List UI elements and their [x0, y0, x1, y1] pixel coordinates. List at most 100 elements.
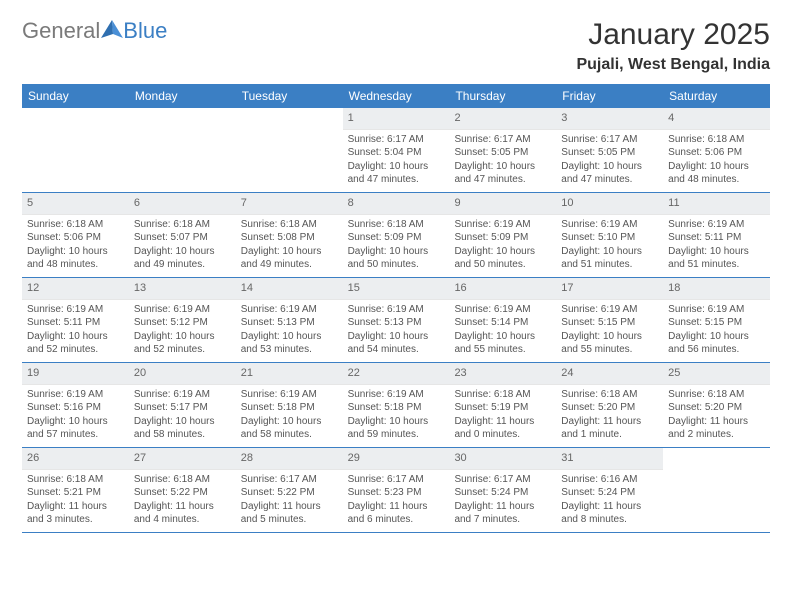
week-row: 19 Sunrise: 6:19 AM Sunset: 5:16 PMDayligh…: [22, 363, 770, 448]
day-cell: 27Sunrise: 6:18 AMSunset: 5:22 PMDayligh…: [129, 448, 236, 532]
day-body: Sunrise: 6:18 AMSunset: 5:19 PMDaylight:…: [449, 385, 556, 446]
logo-blue-wrap: Blue: [123, 18, 167, 44]
day-cell: 20Sunrise: 6:19 AMSunset: 5:17 PMDayligh…: [129, 363, 236, 447]
day-number: 12: [22, 278, 129, 300]
day-header: Friday: [556, 84, 663, 108]
day-cell: 15Sunrise: 6:19 AMSunset: 5:13 PMDayligh…: [343, 278, 450, 362]
sunrise-text: Sunrise: 6:19 AM: [561, 303, 658, 317]
day-cell: 26Sunrise: 6:18 AMSunset: 5:21 PMDayligh…: [22, 448, 129, 532]
sunrise-text: Sunrise: 6:17 AM: [348, 133, 445, 147]
day-number: 5: [22, 193, 129, 215]
day-cell: 30Sunrise: 6:17 AMSunset: 5:24 PMDayligh…: [449, 448, 556, 532]
day-cell: 2Sunrise: 6:17 AMSunset: 5:05 PMDaylight…: [449, 108, 556, 192]
sunrise-text: Sunrise: 6:17 AM: [454, 133, 551, 147]
week-row: ...1Sunrise: 6:17 AMSunset: 5:04 PMDayli…: [22, 108, 770, 193]
day-number: 14: [236, 278, 343, 300]
sunset-text: Sunset: 5:15 PM: [668, 316, 765, 330]
day-cell: 8Sunrise: 6:18 AMSunset: 5:09 PMDaylight…: [343, 193, 450, 277]
sunrise-text: Sunrise: 6:18 AM: [348, 218, 445, 232]
daylight-text: Daylight: 10 hours and 49 minutes.: [134, 245, 231, 272]
day-body: Sunrise: 6:19 AMSunset: 5:11 PMDaylight:…: [663, 215, 770, 276]
day-body: Sunrise: 6:19 AMSunset: 5:10 PMDaylight:…: [556, 215, 663, 276]
sunrise-text: Sunrise: 6:18 AM: [27, 473, 124, 487]
day-body: Sunrise: 6:19 AMSunset: 5:18 PMDaylight:…: [236, 385, 343, 446]
day-cell: .: [663, 448, 770, 532]
calendar: SundayMondayTuesdayWednesdayThursdayFrid…: [22, 84, 770, 533]
day-number: 23: [449, 363, 556, 385]
day-body: Sunrise: 6:19 AMSunset: 5:13 PMDaylight:…: [236, 300, 343, 361]
sunrise-text: Sunrise: 6:18 AM: [454, 388, 551, 402]
location: Pujali, West Bengal, India: [576, 56, 770, 74]
sunrise-text: Sunrise: 6:19 AM: [134, 388, 231, 402]
daylight-text: Daylight: 10 hours and 57 minutes.: [27, 415, 124, 442]
day-cell: 10Sunrise: 6:19 AMSunset: 5:10 PMDayligh…: [556, 193, 663, 277]
daylight-text: Daylight: 10 hours and 50 minutes.: [454, 245, 551, 272]
logo-text: General: [22, 18, 123, 44]
day-body: Sunrise: 6:19 AMSunset: 5:15 PMDaylight:…: [663, 300, 770, 361]
day-number: 28: [236, 448, 343, 470]
day-cell: 12Sunrise: 6:19 AMSunset: 5:11 PMDayligh…: [22, 278, 129, 362]
day-cell: 19Sunrise: 6:19 AMSunset: 5:16 PMDayligh…: [22, 363, 129, 447]
day-number: 17: [556, 278, 663, 300]
day-cell: 11Sunrise: 6:19 AMSunset: 5:11 PMDayligh…: [663, 193, 770, 277]
sunset-text: Sunset: 5:18 PM: [241, 401, 338, 415]
daylight-text: Daylight: 11 hours and 7 minutes.: [454, 500, 551, 527]
logo-general: General: [22, 18, 100, 44]
day-cell: 1Sunrise: 6:17 AMSunset: 5:04 PMDaylight…: [343, 108, 450, 192]
sunset-text: Sunset: 5:05 PM: [454, 146, 551, 160]
daylight-text: Daylight: 10 hours and 47 minutes.: [454, 160, 551, 187]
day-number: 19: [22, 363, 129, 385]
daylight-text: Daylight: 11 hours and 3 minutes.: [27, 500, 124, 527]
sunset-text: Sunset: 5:19 PM: [454, 401, 551, 415]
daylight-text: Daylight: 10 hours and 55 minutes.: [561, 330, 658, 357]
day-cell: 13Sunrise: 6:19 AMSunset: 5:12 PMDayligh…: [129, 278, 236, 362]
day-number: 10: [556, 193, 663, 215]
week-row: 5Sunrise: 6:18 AMSunset: 5:06 PMDaylight…: [22, 193, 770, 278]
daylight-text: Daylight: 11 hours and 4 minutes.: [134, 500, 231, 527]
sunrise-text: Sunrise: 6:19 AM: [27, 303, 124, 317]
day-cell: .: [22, 108, 129, 192]
day-body: Sunrise: 6:18 AMSunset: 5:06 PMDaylight:…: [22, 215, 129, 276]
daylight-text: Daylight: 11 hours and 6 minutes.: [348, 500, 445, 527]
sunrise-text: Sunrise: 6:19 AM: [668, 303, 765, 317]
day-body: Sunrise: 6:18 AMSunset: 5:20 PMDaylight:…: [556, 385, 663, 446]
day-number: 24: [556, 363, 663, 385]
sunrise-text: Sunrise: 6:17 AM: [241, 473, 338, 487]
sunset-text: Sunset: 5:21 PM: [27, 486, 124, 500]
day-cell: 29Sunrise: 6:17 AMSunset: 5:23 PMDayligh…: [343, 448, 450, 532]
day-number: 22: [343, 363, 450, 385]
sunrise-text: Sunrise: 6:19 AM: [561, 218, 658, 232]
daylight-text: Daylight: 10 hours and 48 minutes.: [27, 245, 124, 272]
day-body: Sunrise: 6:19 AMSunset: 5:12 PMDaylight:…: [129, 300, 236, 361]
logo-blue: Blue: [123, 18, 167, 44]
daylight-text: Daylight: 10 hours and 52 minutes.: [27, 330, 124, 357]
day-cell: 14Sunrise: 6:19 AMSunset: 5:13 PMDayligh…: [236, 278, 343, 362]
day-body: Sunrise: 6:17 AMSunset: 5:23 PMDaylight:…: [343, 470, 450, 531]
day-number: 9: [449, 193, 556, 215]
logo: General Blue: [22, 18, 167, 44]
sunset-text: Sunset: 5:23 PM: [348, 486, 445, 500]
sunrise-text: Sunrise: 6:19 AM: [134, 303, 231, 317]
month-title: January 2025: [576, 18, 770, 52]
day-cell: 9Sunrise: 6:19 AMSunset: 5:09 PMDaylight…: [449, 193, 556, 277]
day-body: Sunrise: 6:17 AMSunset: 5:05 PMDaylight:…: [449, 130, 556, 191]
sunrise-text: Sunrise: 6:19 AM: [454, 303, 551, 317]
day-number: 1: [343, 108, 450, 130]
day-body: Sunrise: 6:18 AMSunset: 5:21 PMDaylight:…: [22, 470, 129, 531]
day-number: 20: [129, 363, 236, 385]
sunset-text: Sunset: 5:08 PM: [241, 231, 338, 245]
sunset-text: Sunset: 5:16 PM: [27, 401, 124, 415]
day-body: Sunrise: 6:17 AMSunset: 5:04 PMDaylight:…: [343, 130, 450, 191]
sunrise-text: Sunrise: 6:19 AM: [668, 218, 765, 232]
sunrise-text: Sunrise: 6:19 AM: [348, 388, 445, 402]
title-block: January 2025 Pujali, West Bengal, India: [576, 18, 770, 74]
sunset-text: Sunset: 5:13 PM: [241, 316, 338, 330]
day-header: Thursday: [449, 84, 556, 108]
sunset-text: Sunset: 5:11 PM: [668, 231, 765, 245]
daylight-text: Daylight: 10 hours and 55 minutes.: [454, 330, 551, 357]
day-cell: 31Sunrise: 6:16 AMSunset: 5:24 PMDayligh…: [556, 448, 663, 532]
sunset-text: Sunset: 5:06 PM: [27, 231, 124, 245]
day-header: Sunday: [22, 84, 129, 108]
day-number: 29: [343, 448, 450, 470]
sunset-text: Sunset: 5:04 PM: [348, 146, 445, 160]
